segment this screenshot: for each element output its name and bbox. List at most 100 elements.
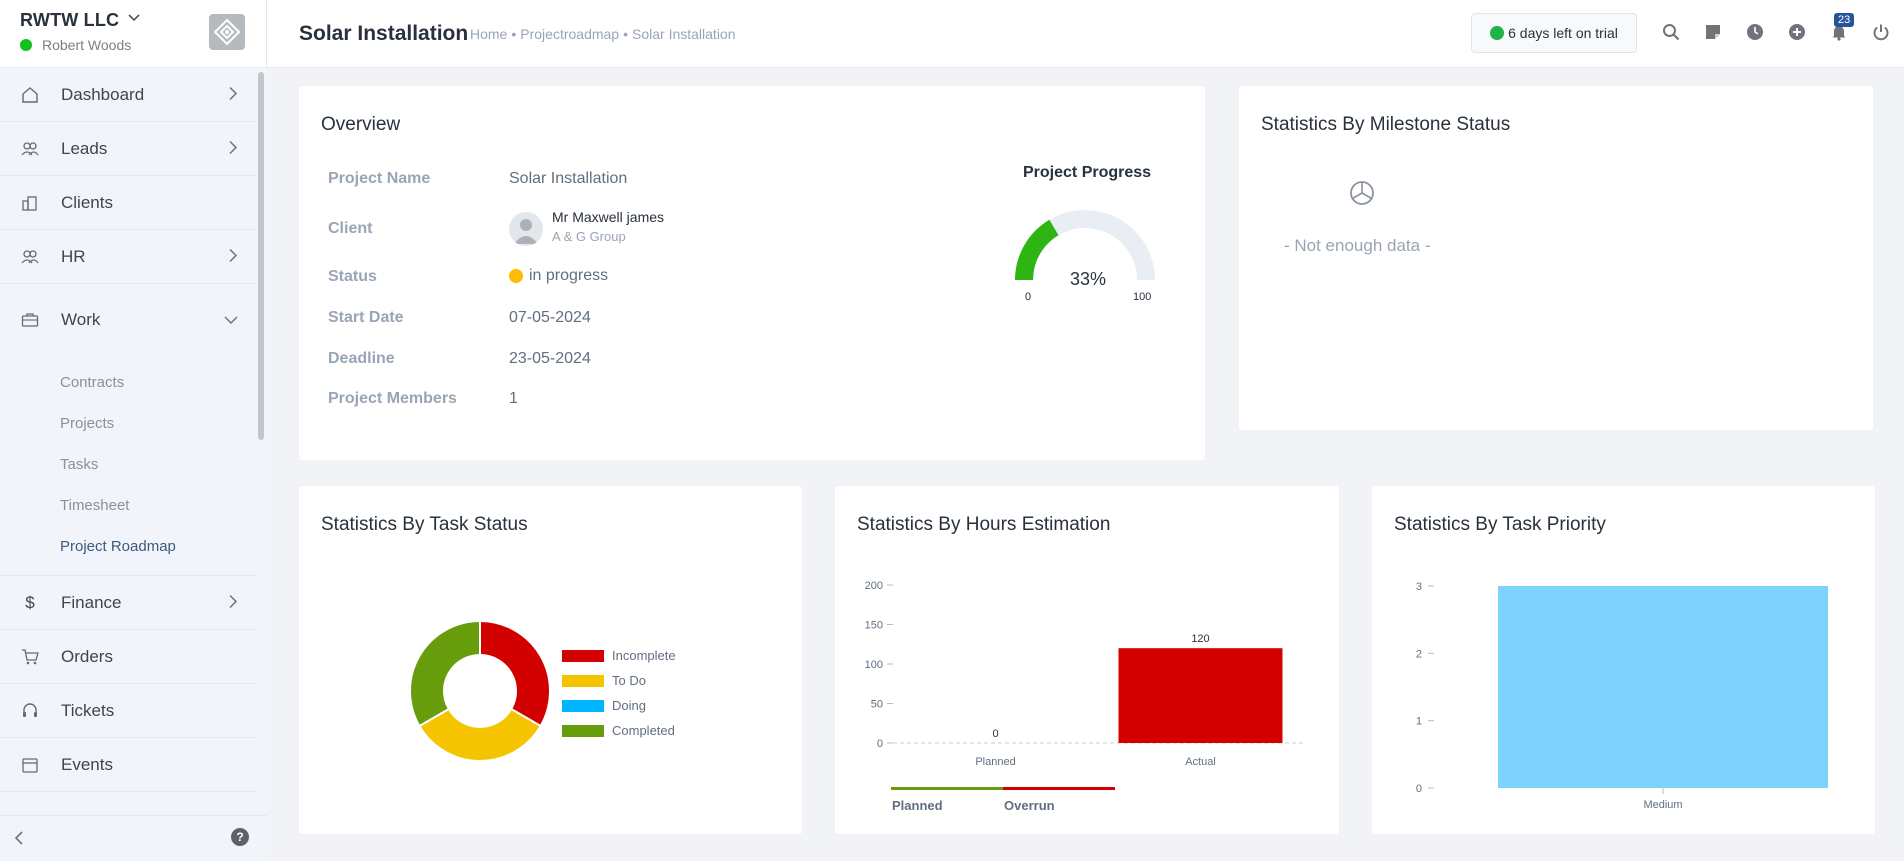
power-icon[interactable]: [1871, 22, 1891, 42]
legend-swatch: [562, 724, 604, 737]
gauge-fill: [1015, 219, 1059, 280]
breadcrumb-current: Solar Installation: [632, 26, 736, 42]
clock-icon[interactable]: [1745, 22, 1765, 42]
y-tick-label: 0: [1416, 783, 1422, 795]
submenu-item-project-roadmap[interactable]: Project Roadmap: [60, 538, 176, 555]
avatar: [509, 212, 543, 246]
task-status-card: Statistics By Task Status Incomplete To …: [299, 486, 802, 834]
search-icon[interactable]: [1661, 22, 1681, 42]
legend-line-planned: [891, 787, 1003, 790]
breadcrumb-separator: •: [511, 26, 517, 42]
task-priority-card: Statistics By Task Priority 0 1 2 3 Medium: [1372, 486, 1875, 834]
company-name[interactable]: RWTW LLC: [20, 10, 120, 30]
sidebar-scrollbar[interactable]: [256, 68, 267, 816]
milestone-title: Statistics By Milestone Status: [1261, 114, 1511, 135]
collapse-sidebar-icon[interactable]: [14, 830, 24, 851]
dollar-icon: $: [25, 592, 35, 612]
sidebar-item-finance[interactable]: $ Finance: [0, 576, 256, 630]
chevron-right-icon: [228, 140, 238, 157]
sidebar-item-label: Dashboard: [61, 84, 145, 104]
sidebar-item-tickets[interactable]: Tickets: [0, 684, 256, 738]
legend-overrun[interactable]: Overrun: [1004, 798, 1055, 813]
sidebar-item-events[interactable]: Events: [0, 738, 256, 792]
sidebar-item-hr[interactable]: HR: [0, 230, 256, 284]
sidebar-item-dashboard[interactable]: Dashboard: [0, 68, 256, 122]
sidebar-item-work[interactable]: Work: [0, 284, 256, 356]
logo-icon[interactable]: [209, 14, 245, 50]
legend-line-overrun: [1003, 787, 1115, 790]
client-name[interactable]: Mr Maxwell james: [552, 209, 665, 225]
hours-estimation-title: Statistics By Hours Estimation: [857, 514, 1111, 535]
legend-item-incomplete[interactable]: Incomplete: [562, 648, 676, 663]
chevron-right-icon: [228, 594, 238, 611]
y-tick-label: 2: [1416, 648, 1422, 660]
sidebar-nav: Dashboard Leads Clients HR Work Contract…: [0, 68, 256, 792]
chevron-right-icon: [228, 86, 238, 103]
donut-slice-to-do[interactable]: [418, 707, 542, 762]
submenu-item-contracts[interactable]: Contracts: [60, 374, 125, 391]
y-tick-label: 0: [877, 738, 883, 750]
hours-bar-chart: 0 50 100 150 200 0 Planned 120 Actual: [865, 580, 1303, 768]
donut-slice-completed[interactable]: [409, 620, 481, 728]
sticky-note-icon[interactable]: [1703, 22, 1723, 42]
sidebar-item-clients[interactable]: Clients: [0, 176, 256, 230]
sidebar-scrollbar-thumb[interactable]: [258, 72, 264, 440]
gauge-min-label: 0: [1025, 291, 1032, 303]
notification-count-badge: 23: [1834, 13, 1855, 27]
overview-card: Overview Project Name Solar Installation…: [299, 86, 1205, 460]
data-label-actual: 120: [1191, 633, 1209, 645]
users-icon: [20, 139, 40, 159]
legend-label: To Do: [612, 673, 646, 688]
y-tick-label: 50: [871, 699, 883, 711]
online-status-icon: [20, 39, 32, 51]
people-icon: [20, 247, 40, 267]
add-icon[interactable]: [1787, 22, 1807, 42]
sidebar-item-label: Finance: [61, 592, 122, 612]
chevron-down-icon: [224, 312, 238, 328]
submenu-item-tasks[interactable]: Tasks: [60, 456, 99, 473]
data-label-planned: 0: [992, 728, 998, 740]
user-status: Robert Woods: [20, 37, 131, 53]
milestone-status-card: Statistics By Milestone Status - Not eno…: [1239, 86, 1873, 430]
sidebar-item-orders[interactable]: Orders: [0, 630, 256, 684]
trial-button[interactable]: 6 days left on trial: [1471, 13, 1637, 53]
trial-status-icon: [1490, 26, 1505, 40]
status-indicator-icon: [509, 269, 523, 283]
breadcrumb-home[interactable]: Home: [470, 26, 508, 42]
submenu-item-timesheet[interactable]: Timesheet: [60, 497, 130, 514]
project-progress-title: Project Progress: [1023, 164, 1152, 181]
start-date-value: 07-05-2024: [509, 309, 591, 326]
help-icon[interactable]: ?: [231, 828, 249, 846]
hours-estimation-card: Statistics By Hours Estimation 0 50 100 150…: [835, 486, 1339, 834]
deadline-label: Deadline: [328, 350, 395, 367]
y-tick-label: 200: [865, 580, 883, 592]
bar-medium[interactable]: [1498, 586, 1828, 788]
y-tick-label: 100: [865, 659, 883, 671]
project-name-value: Solar Installation: [509, 170, 628, 187]
legend-item-todo[interactable]: To Do: [562, 673, 646, 688]
breadcrumb-separator: •: [623, 26, 628, 42]
legend-planned[interactable]: Planned: [892, 798, 943, 813]
bar-actual[interactable]: [1118, 648, 1283, 743]
legend-item-doing[interactable]: Doing: [562, 698, 646, 713]
project-name-label: Project Name: [328, 170, 431, 187]
x-tick-label: Medium: [1643, 799, 1682, 811]
submenu-item-projects[interactable]: Projects: [60, 415, 115, 432]
legend-item-completed[interactable]: Completed: [562, 723, 675, 738]
status-value: in progress: [529, 267, 609, 284]
progress-gauge: [1015, 210, 1155, 280]
breadcrumb-projectroadmap[interactable]: Projectroadmap: [520, 26, 620, 42]
chevron-down-icon[interactable]: [127, 10, 141, 27]
sidebar-item-leads[interactable]: Leads: [0, 122, 256, 176]
brand-header: RWTW LLC Robert Woods: [0, 0, 266, 68]
sidebar-item-label: Events: [61, 754, 113, 774]
breadcrumb: Home • Projectroadmap • Solar Installati…: [470, 26, 736, 42]
sidebar-item-label: Orders: [61, 646, 113, 666]
legend-label: Completed: [612, 723, 675, 738]
chevron-right-icon: [228, 248, 238, 265]
overview-title: Overview: [321, 114, 401, 135]
briefcase-icon: [20, 310, 40, 330]
donut-slice-incomplete[interactable]: [479, 620, 551, 728]
work-submenu: Contracts Projects Tasks Timesheet Proje…: [0, 356, 256, 576]
bell-icon[interactable]: [1829, 22, 1849, 42]
